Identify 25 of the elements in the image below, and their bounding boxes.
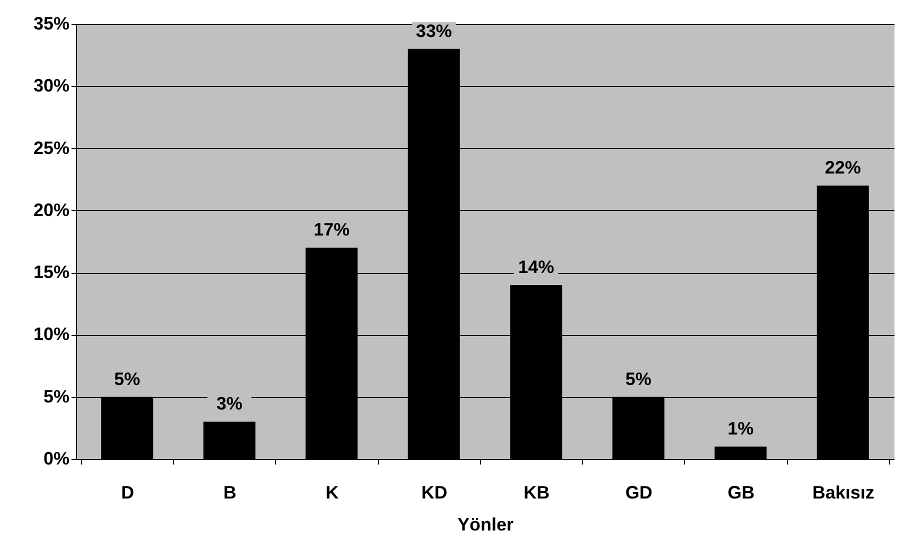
data-label: 5% bbox=[114, 368, 140, 389]
data-label: 14% bbox=[518, 257, 554, 277]
x-tick-label: KB bbox=[524, 482, 550, 502]
x-tick-label: KD bbox=[421, 482, 448, 502]
data-label: 5% bbox=[625, 368, 652, 389]
x-tick-label: D bbox=[121, 482, 134, 502]
x-tick-label: K bbox=[326, 482, 339, 502]
y-tick-label: 0% bbox=[43, 448, 70, 468]
y-tick-label: 10% bbox=[33, 324, 70, 344]
x-tick-label: GB bbox=[728, 482, 755, 502]
data-label: 3% bbox=[216, 394, 242, 414]
y-tick-label: 25% bbox=[33, 138, 70, 158]
y-tick-label: 5% bbox=[43, 386, 70, 406]
y-tick-label: 30% bbox=[33, 76, 70, 96]
x-tick-label: B bbox=[223, 482, 236, 502]
y-tick-label: 20% bbox=[33, 200, 70, 220]
y-tick-label: 35% bbox=[33, 14, 70, 34]
data-label: 1% bbox=[728, 418, 754, 439]
data-label: 17% bbox=[314, 220, 350, 240]
data-label: 33% bbox=[416, 20, 452, 41]
y-tick-label: 15% bbox=[33, 262, 70, 282]
x-axis-title: Yönler bbox=[457, 514, 514, 534]
data-label: 22% bbox=[824, 158, 861, 178]
x-tick-label: GD bbox=[625, 482, 652, 502]
x-tick-label: Bakısız bbox=[812, 482, 874, 502]
